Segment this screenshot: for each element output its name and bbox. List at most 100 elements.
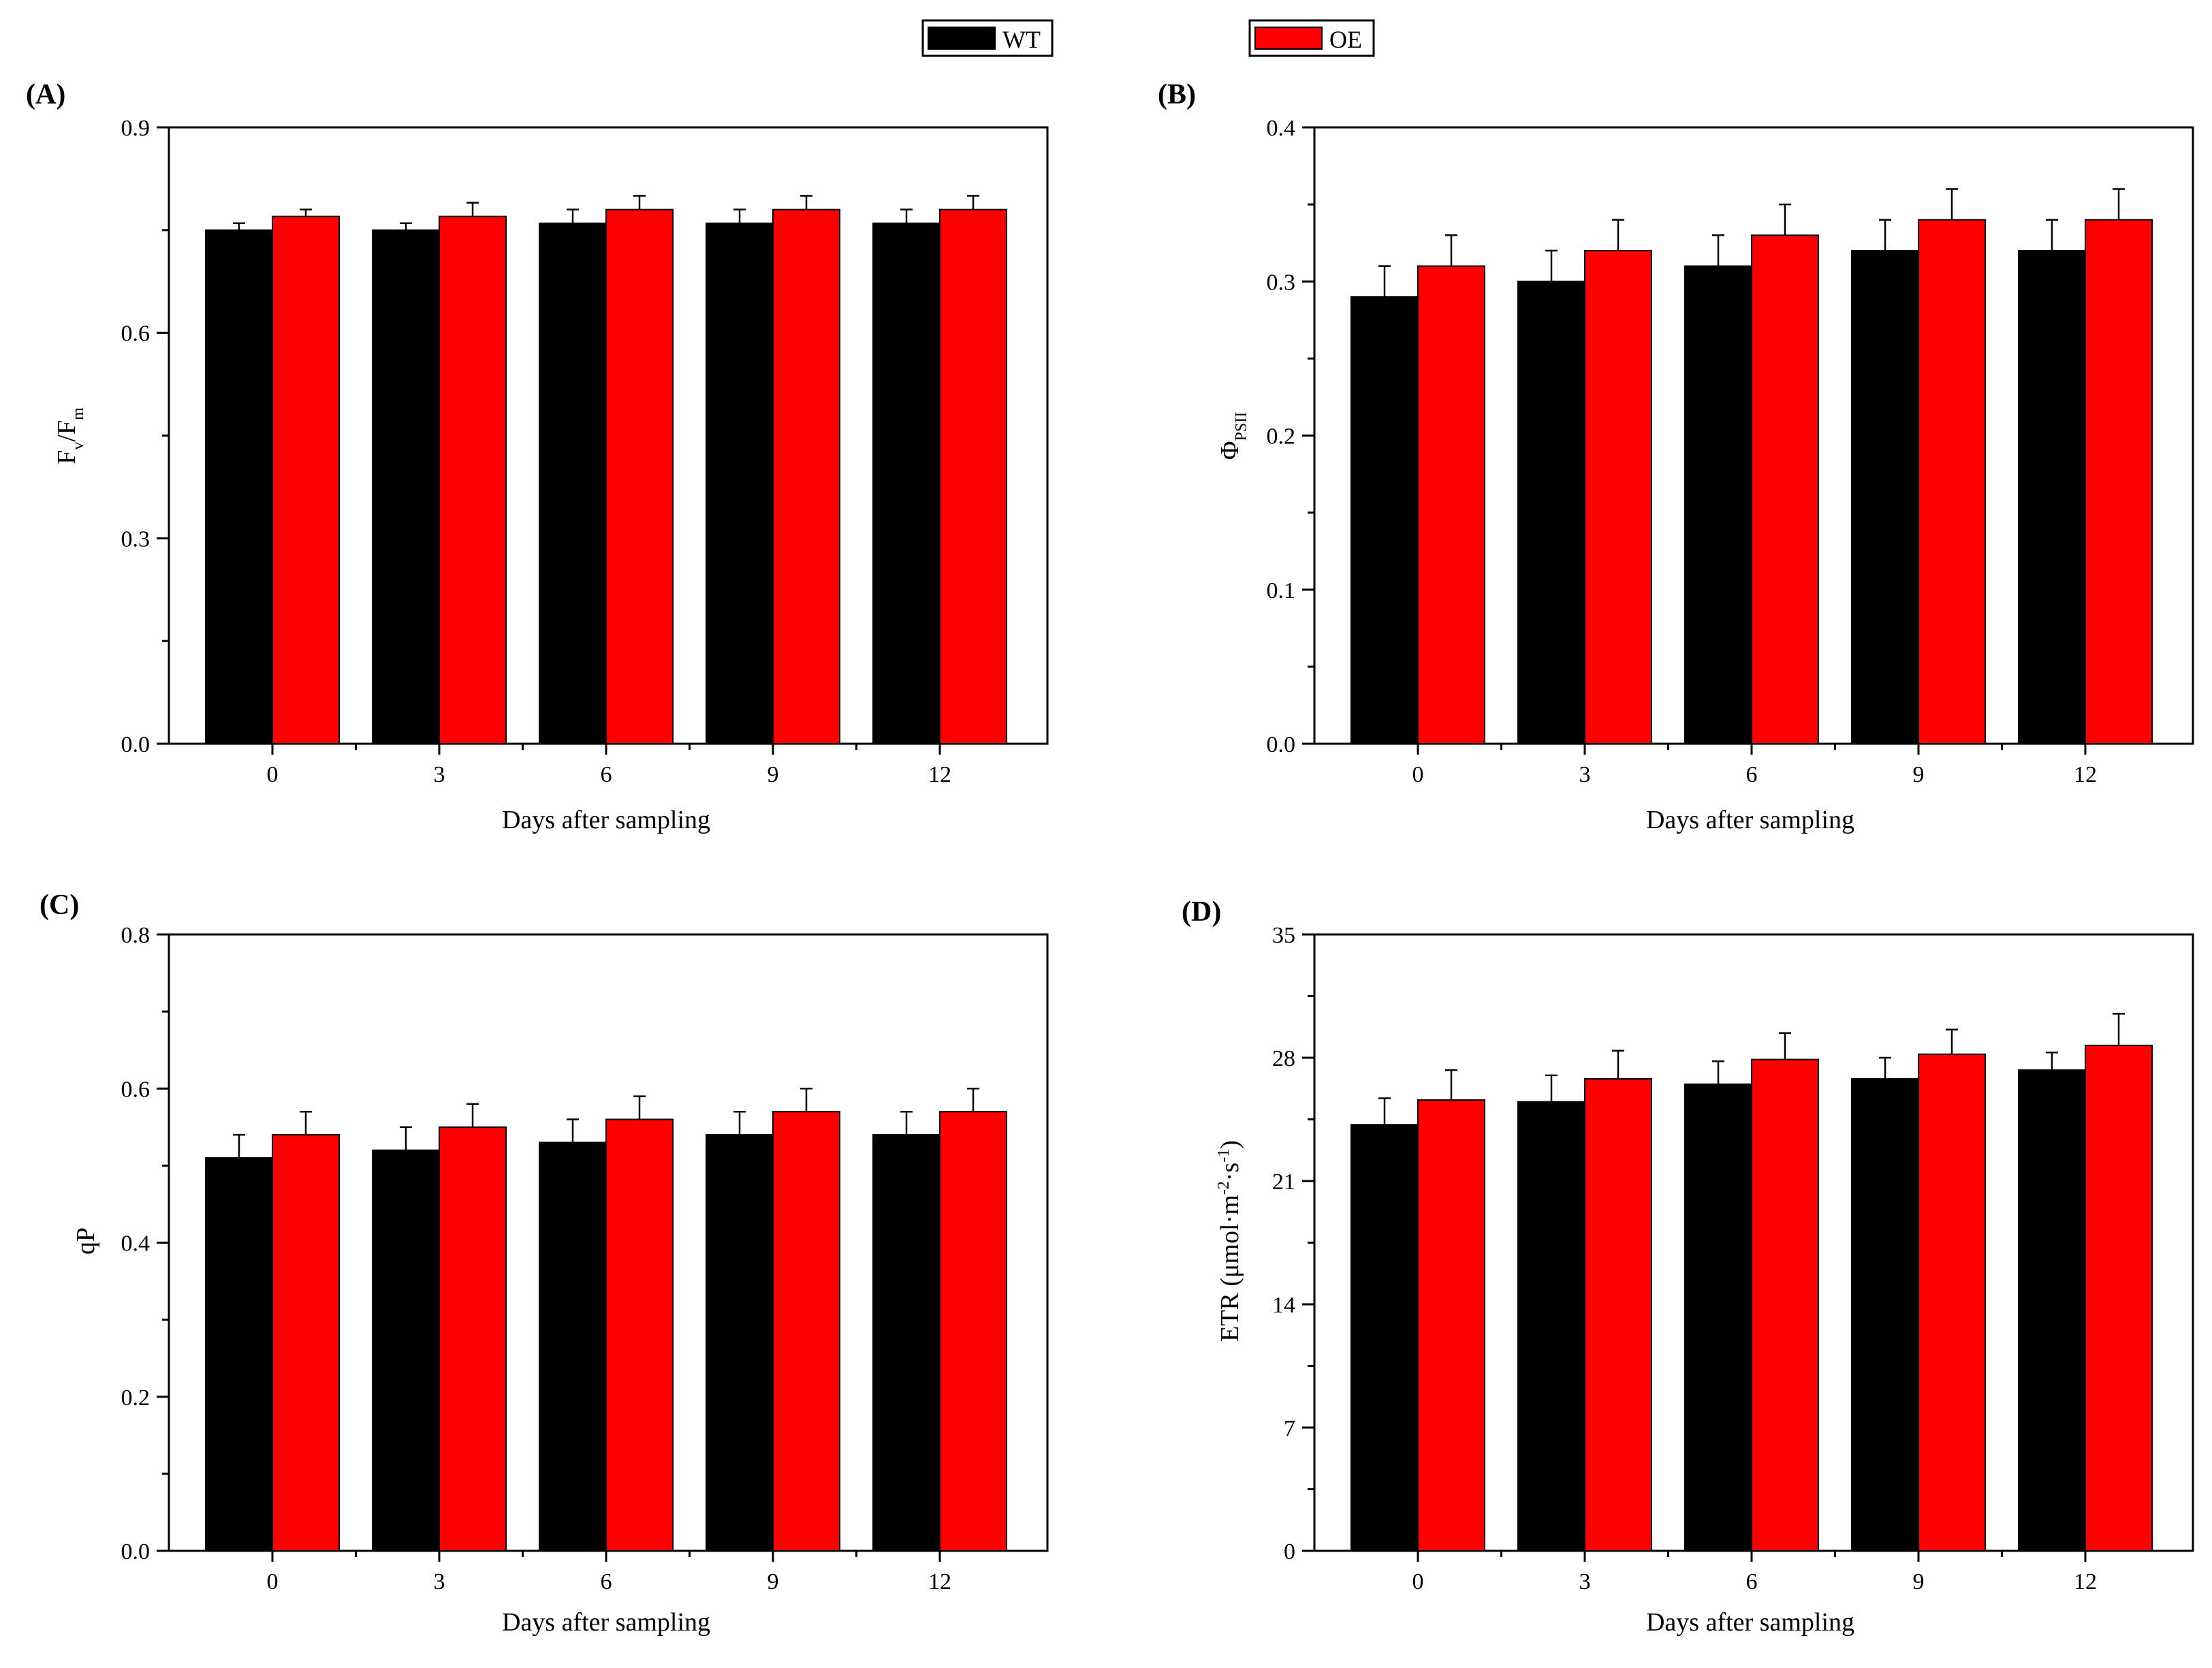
y-tick-label: 7 [1284, 1416, 1295, 1441]
bar-wt [539, 1142, 607, 1552]
y-tick-label: 0.9 [121, 116, 151, 141]
y-axis-title-b-sub-1: PSII [1233, 412, 1250, 441]
bar-wt [205, 229, 273, 745]
legend-label-wt: WT [1002, 26, 1041, 53]
bar-oe [1751, 1058, 1819, 1552]
bar-oe [1417, 1099, 1485, 1552]
x-axis-title-a: Days after sampling [502, 806, 710, 834]
bar-oe [1751, 234, 1819, 744]
y-axis-title-a-part-1: F [52, 450, 81, 465]
y-axis-title-b-part-1: Φ [1216, 441, 1244, 460]
bar-oe [939, 1111, 1007, 1552]
bar-oe [2085, 219, 2153, 744]
bar-wt [1684, 1083, 1752, 1552]
x-tick-label: 0 [267, 1569, 279, 1594]
bar-oe [272, 1134, 340, 1552]
bar-oe [1918, 219, 1986, 744]
x-tick-label: 0 [1412, 762, 1424, 787]
bar-oe [439, 215, 507, 744]
x-tick-label: 3 [434, 1569, 445, 1594]
y-tick-label: 0.0 [121, 732, 151, 757]
bar-oe [272, 215, 340, 744]
bar-oe [439, 1126, 507, 1552]
bar-wt [1350, 296, 1419, 744]
y-axis-title-d-part-3: ) [1216, 1140, 1244, 1149]
bar-wt [706, 1134, 774, 1552]
panel-label-c: (C) [40, 890, 79, 921]
x-tick-label: 12 [2074, 762, 2097, 787]
x-tick-label: 3 [434, 762, 445, 787]
bar-wt [1851, 250, 1919, 744]
x-tick-label: 12 [928, 1569, 951, 1594]
x-tick-label: 0 [267, 762, 279, 787]
bar-oe [605, 208, 674, 744]
bar-oe [1584, 250, 1652, 744]
x-axis-title-c: Days after sampling [502, 1608, 710, 1637]
bar-oe [939, 208, 1007, 744]
y-axis-title-a-sub-1: v [69, 442, 87, 450]
x-tick-label: 12 [928, 762, 951, 787]
bar-wt [706, 222, 774, 744]
x-tick-label: 6 [1746, 1569, 1758, 1594]
bar-wt [205, 1157, 273, 1552]
y-tick-label: 0.3 [121, 526, 151, 552]
bar-wt [372, 1149, 440, 1552]
legend-item-oe: OE [1248, 19, 1375, 57]
x-tick-label: 6 [601, 1569, 612, 1594]
legend-item-wt: WT [921, 19, 1054, 57]
y-axis-title-a-sub-2: m [69, 407, 87, 420]
y-tick-label: 0.2 [121, 1385, 151, 1411]
y-tick-label: 0.6 [121, 321, 151, 347]
bar-wt [372, 229, 440, 745]
bar-wt [1684, 265, 1752, 744]
bar-oe [1584, 1078, 1652, 1552]
legend-swatch-oe [1254, 27, 1323, 50]
y-tick-label: 0.6 [121, 1077, 151, 1102]
bar-wt [1851, 1078, 1919, 1552]
y-tick-label: 0.4 [121, 1231, 151, 1257]
y-axis-title-a-part-2: /F [52, 420, 81, 442]
legend-label-oe: OE [1329, 26, 1362, 53]
x-tick-label: 3 [1579, 762, 1591, 787]
y-axis-title-d-sup-1: -2 [1215, 1181, 1233, 1195]
panel-a: (A) Fv/Fm Days after sampling 0.0 0.3 0.6 0… [26, 79, 1049, 834]
y-axis-title-d-part-1: ETR (μmol·m [1216, 1195, 1244, 1342]
y-tick-label: 0 [1284, 1539, 1295, 1564]
bar-oe [772, 1111, 840, 1552]
bar-wt [872, 222, 941, 744]
y-axis-title-a: Fv/Fm [52, 407, 87, 465]
y-axis-title-b: ΦPSII [1216, 412, 1250, 460]
x-tick-label: 0 [1412, 1569, 1424, 1594]
panel-b: (B) ΦPSII Days after sampling 0.0 0.1 0.2 0… [1158, 79, 2194, 834]
x-tick-label: 12 [2074, 1569, 2097, 1594]
x-tick-label: 3 [1579, 1569, 1591, 1594]
bar-wt [1517, 281, 1585, 744]
y-tick-label: 0.0 [121, 1539, 151, 1564]
y-axis-title-d: ETR (μmol·m-2·s-1) [1215, 1140, 1244, 1342]
x-tick-label: 9 [768, 762, 779, 787]
bar-wt [1517, 1101, 1585, 1552]
panel-d: (D) ETR (μmol·m-2·s-1) Days after sampli… [1182, 896, 2194, 1637]
y-tick-label: 0.1 [1267, 578, 1296, 603]
y-tick-label: 21 [1272, 1169, 1295, 1195]
panel-c: (C) qP Days after sampling 0.0 0.2 0.4 0.6 0… [40, 890, 1049, 1637]
panel-label-a: (A) [26, 79, 65, 110]
x-axis-title-b: Days after sampling [1646, 806, 1854, 834]
x-tick-label: 9 [1913, 762, 1925, 787]
y-tick-label: 0.8 [121, 923, 151, 948]
y-tick-label: 0.2 [1267, 424, 1296, 450]
y-tick-label: 0.0 [1267, 732, 1296, 757]
x-tick-label: 6 [1746, 762, 1758, 787]
bar-oe [1918, 1053, 1986, 1552]
bar-wt [2018, 250, 2086, 744]
x-axis-title-d: Days after sampling [1646, 1608, 1854, 1637]
panel-label-b: (B) [1158, 79, 1196, 110]
x-tick-label: 6 [601, 762, 612, 787]
x-tick-label: 9 [768, 1569, 779, 1594]
y-axis-title-d-sup-2: -1 [1215, 1149, 1233, 1163]
bar-wt [2018, 1069, 2086, 1552]
bar-wt [872, 1134, 941, 1552]
bar-oe [605, 1118, 674, 1552]
legend: WT OE [921, 19, 1375, 57]
